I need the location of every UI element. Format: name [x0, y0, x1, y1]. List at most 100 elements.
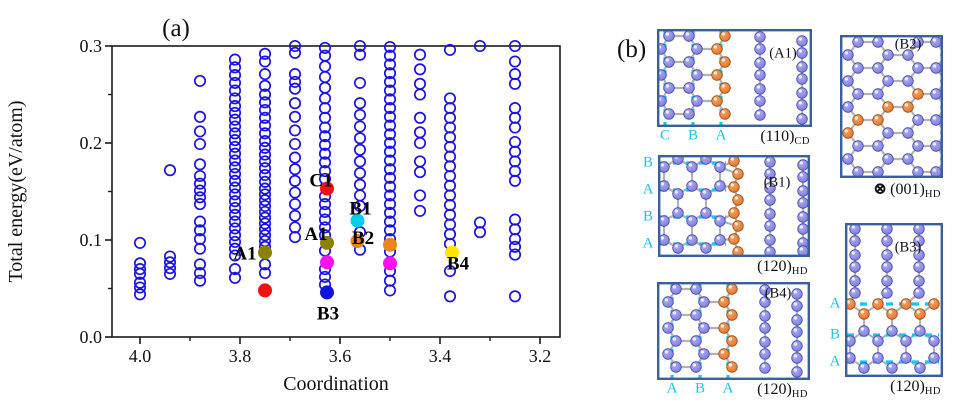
purple-atom	[796, 47, 808, 59]
purple-atom	[913, 275, 925, 287]
purple-atom	[759, 310, 771, 322]
data-point	[318, 205, 332, 218]
data-point	[383, 119, 397, 132]
data-point	[318, 49, 332, 62]
purple-atom	[683, 108, 695, 120]
purple-atom	[764, 220, 776, 232]
data-point	[258, 141, 272, 154]
y-tick-label: 0.1	[80, 230, 103, 250]
purple-atom	[791, 314, 803, 326]
purple-atom	[797, 197, 809, 209]
purple-atom	[754, 83, 766, 95]
purple-atom	[791, 326, 803, 338]
data-point	[508, 290, 522, 303]
data-point	[413, 204, 427, 217]
data-point	[228, 61, 242, 74]
data-point	[383, 49, 397, 62]
bonds	[847, 40, 943, 174]
panel-tag-b3: (B3)	[894, 239, 922, 256]
data-point	[228, 84, 242, 97]
special-point-label: C1	[309, 171, 332, 192]
data-point	[288, 174, 302, 187]
x-tick-label: 3.2	[529, 346, 552, 366]
plot-frame	[111, 45, 561, 338]
panel-b-tag: (b)	[617, 36, 647, 63]
b4-svg	[657, 282, 810, 380]
data-point	[228, 215, 242, 228]
data-point	[228, 188, 242, 201]
data-point	[353, 97, 367, 110]
data-point	[353, 178, 367, 191]
data-point	[443, 179, 457, 192]
data-point	[353, 143, 367, 156]
orange-atom	[928, 298, 940, 310]
data-point	[258, 205, 272, 218]
data-point	[193, 74, 207, 87]
stacking-label: B	[829, 326, 841, 343]
data-point	[318, 147, 332, 160]
purple-atom	[928, 352, 940, 364]
data-point	[288, 186, 302, 199]
special-point	[350, 234, 365, 248]
purple-atom	[930, 62, 942, 74]
special-point-label: B1	[349, 199, 371, 220]
data-point	[318, 92, 332, 105]
data-point	[508, 248, 522, 261]
purple-atom	[690, 335, 702, 347]
purple-atom	[662, 348, 674, 360]
data-point	[413, 166, 427, 179]
data-point	[258, 103, 272, 117]
data-point	[228, 201, 242, 215]
data-point	[228, 161, 242, 174]
purple-atom	[882, 49, 894, 61]
atoms	[845, 223, 940, 374]
data-point	[353, 155, 367, 168]
purple-atom	[691, 43, 703, 55]
data-point	[413, 136, 427, 150]
data-point	[383, 58, 397, 71]
data-point	[383, 84, 397, 97]
scatter-points	[133, 39, 522, 303]
purple-atom	[662, 296, 674, 308]
caption-plane: (110)	[760, 128, 795, 145]
purple-atom	[683, 82, 695, 94]
data-point	[288, 110, 302, 123]
purple-atom	[686, 234, 698, 246]
data-point	[318, 111, 332, 124]
data-point	[318, 270, 332, 283]
purple-atom	[902, 127, 914, 139]
data-point	[413, 155, 427, 168]
purple-atom	[663, 56, 675, 68]
purple-atom	[842, 101, 854, 113]
purple-atom	[852, 62, 864, 74]
data-point	[443, 228, 457, 241]
data-point	[413, 63, 427, 76]
data-point	[353, 48, 367, 61]
data-point	[443, 131, 457, 144]
data-point	[258, 223, 272, 236]
data-point	[443, 102, 457, 115]
x-axis-label: Coordination	[283, 373, 389, 395]
orange-atom	[726, 309, 738, 321]
orange-atom	[900, 298, 912, 310]
data-point	[288, 198, 302, 211]
data-point	[258, 96, 272, 109]
panel-a-tag: (a)	[162, 15, 190, 42]
data-point	[133, 263, 147, 276]
purple-atom	[796, 35, 808, 47]
purple-atom	[796, 99, 808, 111]
purple-atom	[912, 62, 924, 74]
panel-tag-b4: (B4)	[764, 285, 792, 302]
purple-atom	[872, 352, 884, 364]
orange-atom	[718, 322, 730, 334]
data-point	[443, 111, 457, 124]
data-point	[228, 100, 242, 113]
purple-atom	[759, 322, 771, 334]
atoms	[662, 283, 803, 378]
purple-atom	[881, 275, 893, 287]
data-point	[133, 281, 147, 294]
purple-atom	[796, 73, 808, 85]
plane-caption-b1: (120)HD	[757, 258, 808, 277]
data-point	[228, 140, 242, 153]
panel-tag-a1: (A1)	[769, 45, 797, 62]
